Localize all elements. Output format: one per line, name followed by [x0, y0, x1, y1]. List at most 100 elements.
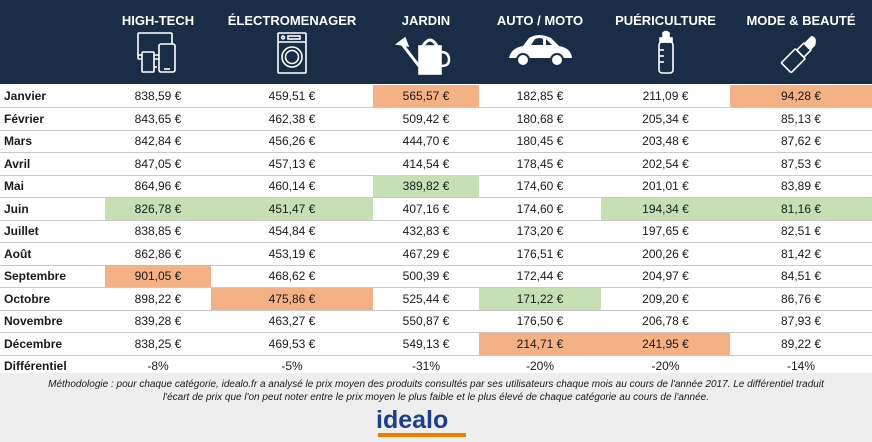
price-cell: 838,59 €	[134, 89, 182, 103]
footer: Méthodologie : pour chaque catégorie, id…	[0, 373, 872, 442]
table-row: Juin 826,78 €451,47 € 407,16 € 174,60 € 194,…	[0, 197, 872, 221]
price-cell: 214,71 €	[479, 332, 601, 355]
logo-text: idealo	[376, 406, 449, 434]
price-cell: 197,65 €	[642, 224, 689, 238]
table-row: Avril 847,05 € 457,13 € 414,54 € 178,45 € 202…	[0, 153, 872, 176]
row-label: Différentiel	[4, 359, 67, 373]
price-cell: 171,22 €	[479, 287, 601, 310]
table-row: Décembre 838,25 € 469,53 € 549,13 € 214,71 €…	[0, 332, 872, 356]
price-cell: 84,51 €	[780, 269, 822, 283]
price-cell: 549,13 €	[402, 336, 450, 351]
price-cell: 83,89 €	[780, 179, 822, 193]
column-header-1: ÉLECTROMENAGER	[227, 13, 357, 28]
price-cell: 87,62 €	[780, 134, 822, 148]
row-label: Mai	[4, 179, 25, 193]
price-cell: 85,13 €	[780, 111, 822, 126]
price-cell: 209,20 €	[642, 291, 689, 306]
price-cell: 454,84 €	[268, 224, 316, 238]
price-cell: 839,28 €	[134, 314, 182, 328]
row-label: Janvier	[4, 89, 47, 103]
price-cell: 81,42 €	[780, 246, 822, 261]
row-label: Novembre	[4, 314, 63, 328]
price-cell: 463,27 €	[268, 314, 316, 328]
table-row: Février 843,65 € 462,38 € 509,42 € 180,68 € 2…	[0, 108, 872, 131]
price-cell: -31%	[411, 359, 440, 373]
price-cell: 550,87 €	[402, 314, 450, 328]
price-cell: 211,09 €	[642, 89, 689, 103]
price-cell: 469,53 €	[268, 336, 316, 351]
row-label: Février	[4, 111, 45, 126]
price-cell: -8%	[147, 359, 169, 373]
price-cell: 457,13 €	[268, 156, 316, 171]
price-cell: 87,93 €	[780, 314, 822, 328]
column-header-5: MODE & BEAUTÉ	[746, 13, 856, 28]
table-row: Octobre 898,22 € 475,86 € 525,44 € 171,22 € 2…	[0, 287, 872, 311]
column-header-2: JARDIN	[401, 13, 451, 28]
price-cell: 176,50 €	[516, 314, 564, 328]
row-label: Avril	[4, 156, 31, 171]
price-cell: 838,25 €	[134, 336, 182, 351]
price-cell: 459,51 €	[268, 89, 316, 103]
car-icon	[505, 30, 575, 70]
price-cell: 407,16 €	[402, 201, 450, 216]
price-cell: 178,45 €	[516, 156, 564, 171]
price-cell: 81,16 €	[730, 197, 872, 220]
table-row: Mars 842,84 € 456,26 € 444,70 € 180,45 € 203,…	[0, 130, 872, 153]
lipstick-icon	[779, 30, 823, 76]
table-row: Août 862,86 € 453,19 € 467,29 € 176,51 € 200,…	[0, 243, 872, 266]
row-label: Mars	[4, 134, 33, 148]
price-cell: 202,54 €	[642, 156, 689, 171]
price-cell: 172,44 €	[516, 269, 564, 283]
price-cell: 205,34 €	[642, 111, 689, 126]
idealo-logo: idealo	[376, 407, 468, 437]
price-cell: 432,83 €	[402, 224, 450, 238]
price-cell: 509,42 €	[402, 111, 450, 126]
price-cell: 444,70 €	[402, 134, 450, 148]
price-cell: 847,05 €	[134, 156, 182, 171]
price-cell: 87,53 €	[780, 156, 822, 171]
price-cell: 182,85 €	[516, 89, 564, 103]
table-row: Septembre 901,05 € 468,62 € 500,39 € 172,44 …	[0, 265, 872, 288]
table-row: Janvier 838,59 € 459,51 € 565,57 € 182,85 € 2…	[0, 85, 872, 108]
price-cell: 500,39 €	[402, 269, 450, 283]
price-cell: 180,45 €	[516, 134, 564, 148]
price-cell: 194,34 €	[601, 197, 730, 220]
price-cell: 201,01 €	[642, 179, 689, 193]
price-cell: 901,05 €	[105, 265, 211, 287]
watering-can-icon	[395, 30, 457, 76]
price-cell: 460,14 €	[268, 179, 316, 193]
table-row: Juillet 838,85 € 454,84 € 432,83 € 173,20 € 1…	[0, 220, 872, 243]
price-cell: -20%	[525, 359, 554, 373]
price-cell: 174,60 €	[516, 179, 564, 193]
price-cell: -20%	[651, 359, 680, 373]
price-cell: 241,95 €	[601, 332, 730, 355]
price-cell: 842,84 €	[134, 134, 182, 148]
table-row: Novembre 839,28 € 463,27 € 550,87 € 176,50 €…	[0, 310, 872, 333]
devices-icon	[135, 30, 181, 76]
price-cell: 200,26 €	[642, 246, 689, 261]
price-cell: 203,48 €	[642, 134, 689, 148]
methodology-note: Méthodologie : pour chaque catégorie, id…	[8, 378, 864, 404]
price-cell: 475,86 €	[211, 287, 373, 310]
price-cell: 462,38 €	[268, 111, 316, 126]
price-cell: 898,22 €	[134, 291, 182, 306]
washing-machine-icon	[275, 30, 309, 76]
price-cell: 414,54 €	[402, 156, 450, 171]
price-cell: 173,20 €	[516, 224, 564, 238]
price-cell: 467,29 €	[402, 246, 450, 261]
row-label: Juillet	[4, 224, 39, 238]
price-cell: 838,85 €	[134, 224, 182, 238]
price-cell: 451,47 €	[211, 197, 373, 220]
price-cell: 525,44 €	[402, 291, 450, 306]
column-header-4: PUÉRICULTURE	[615, 13, 716, 28]
price-cell: 389,82 €	[373, 175, 479, 197]
table-row: Mai 864,96 € 460,14 € 389,82 € 174,60 € 201,0…	[0, 175, 872, 198]
methodology-line-2: l'écart de prix que l'on peut noter entr…	[162, 392, 710, 403]
price-cell: 453,19 €	[268, 246, 316, 261]
price-cell: 468,62 €	[268, 269, 316, 283]
price-cell: -5%	[281, 359, 303, 373]
price-cell: 826,78 €	[105, 197, 211, 220]
price-cell: 180,68 €	[516, 111, 564, 126]
methodology-line-1: Méthodologie : pour chaque catégorie, id…	[48, 379, 824, 390]
price-cell: 82,51 €	[780, 224, 822, 238]
